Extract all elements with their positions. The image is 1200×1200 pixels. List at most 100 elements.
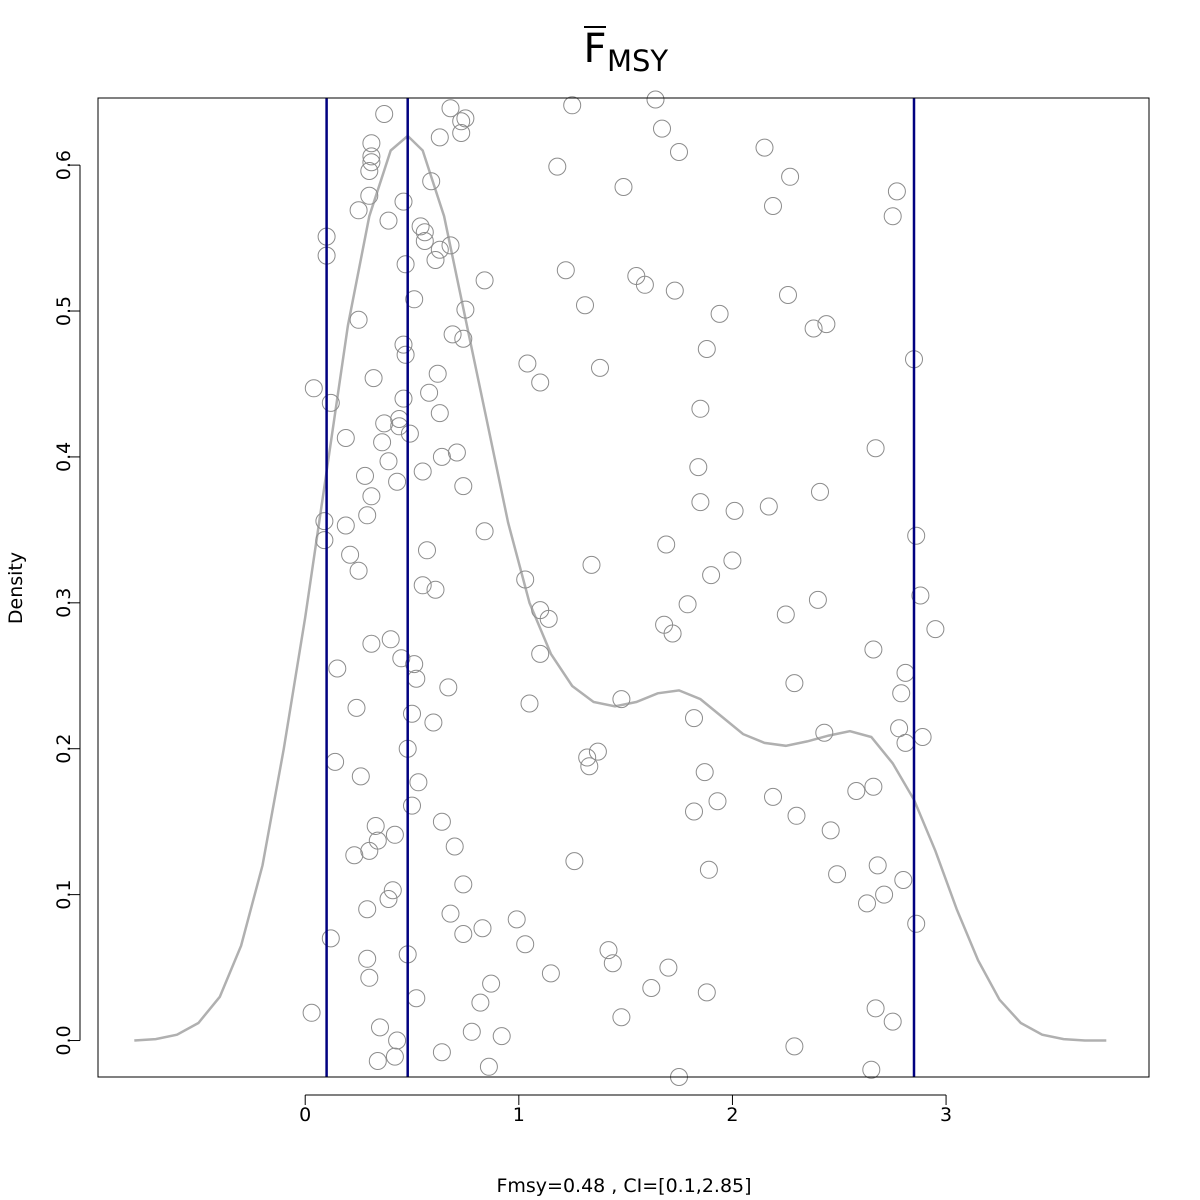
scatter-point — [646, 90, 665, 109]
scatter-point — [443, 325, 462, 344]
scatter-point — [911, 586, 930, 605]
scatter-point — [764, 197, 782, 215]
scatter-point — [383, 881, 402, 900]
scatter-point — [781, 167, 800, 186]
scatter-point — [396, 345, 415, 364]
scatter-point — [864, 640, 883, 659]
scatter-point — [894, 871, 913, 889]
y-tick-label: 0.6 — [53, 150, 75, 180]
scatter-point — [520, 694, 539, 713]
scatter-point — [362, 153, 381, 172]
scatter-point — [441, 904, 460, 923]
scatter-point — [432, 447, 451, 466]
scatter-point — [475, 522, 494, 541]
scatter-point — [685, 802, 703, 821]
scatter-point — [565, 852, 584, 871]
scatter-point — [531, 644, 550, 663]
scatter-point — [708, 792, 727, 811]
scatter-point — [360, 162, 379, 180]
scatter-point — [432, 812, 451, 831]
scatter-point — [612, 1008, 631, 1027]
scatter-point — [776, 605, 795, 624]
scatter-point — [351, 767, 370, 786]
scatter-point — [371, 1018, 389, 1037]
scatter-point — [691, 399, 710, 418]
y-tick-label: 0.1 — [53, 879, 75, 909]
scatter-point — [426, 251, 445, 269]
scatter-point — [866, 999, 885, 1018]
scatter-point — [368, 1052, 387, 1070]
scatter-point — [394, 192, 413, 211]
scatter-point — [685, 709, 703, 728]
scatter-point — [868, 856, 887, 875]
scatter-point — [516, 935, 535, 954]
scatter-point — [454, 925, 473, 943]
scatter-point — [479, 1057, 498, 1076]
scatter-point — [341, 545, 360, 564]
scatter-point — [785, 674, 804, 693]
scatter-point — [454, 477, 473, 496]
scatter-point — [385, 1047, 404, 1066]
scatter-point — [556, 261, 575, 280]
scatter-point — [531, 373, 550, 392]
y-tick-label: 0.2 — [53, 734, 75, 764]
scatter-point — [392, 649, 411, 668]
scatter-point — [379, 211, 398, 230]
scatter-point — [441, 236, 460, 255]
scatter-point — [723, 551, 742, 570]
scatter-point — [349, 310, 368, 329]
scatter-point — [411, 217, 430, 236]
scatter-point — [405, 290, 424, 309]
scatter-point — [475, 271, 494, 290]
y-axis: 0.0 0.1 0.2 0.3 0.4 0.5 0.6 — [53, 150, 81, 1056]
scatter-point — [804, 319, 823, 338]
x-tick-label: 1 — [513, 1104, 525, 1126]
chart-title-main: F — [583, 26, 606, 72]
scatter-point — [418, 541, 436, 560]
scatter-point — [926, 620, 945, 639]
scatter-point — [347, 698, 366, 717]
scatter-point — [462, 1022, 481, 1041]
scatter-point — [394, 389, 413, 408]
scatter-point — [315, 531, 334, 550]
scatter-point — [368, 831, 387, 850]
scatter-point — [614, 178, 633, 196]
scatter-point — [875, 885, 894, 904]
scatter-point — [603, 954, 622, 973]
scatter-point — [360, 186, 379, 205]
scatter-point — [725, 501, 744, 520]
scatter-point — [539, 609, 558, 628]
x-tick-label: 2 — [726, 1104, 738, 1126]
scatter-point — [426, 580, 445, 599]
scatter-point — [821, 821, 840, 840]
scatter-point — [548, 157, 567, 176]
scatter-point — [362, 134, 381, 153]
scatter-point — [591, 358, 609, 377]
scatter-point — [430, 240, 449, 259]
scatter-point — [424, 713, 443, 732]
scatter-point — [452, 124, 471, 142]
scatter-point — [388, 1031, 407, 1050]
scatter-point — [358, 949, 377, 968]
scatter-point — [400, 424, 419, 443]
scatter-point — [403, 796, 421, 815]
scatter-point — [689, 458, 708, 477]
scatter-point — [764, 787, 782, 806]
scatter-point — [447, 443, 466, 462]
scatter-point — [659, 958, 678, 977]
x-tick-label: 0 — [299, 1104, 311, 1126]
scatter-point — [321, 929, 340, 948]
scatter-point — [456, 300, 475, 319]
scatter-point — [356, 466, 374, 485]
scatter-point — [691, 493, 710, 512]
scatter-point — [349, 201, 368, 220]
scatter-point — [887, 182, 906, 201]
scatter-point — [362, 147, 381, 166]
scatter-point — [405, 655, 424, 674]
scatter-point — [366, 817, 385, 835]
scatter-point — [828, 865, 847, 884]
scatter-point — [907, 914, 926, 933]
y-tick-label: 0.0 — [53, 1025, 75, 1055]
scatter-point — [862, 1060, 881, 1079]
scatter-point — [302, 1003, 321, 1022]
